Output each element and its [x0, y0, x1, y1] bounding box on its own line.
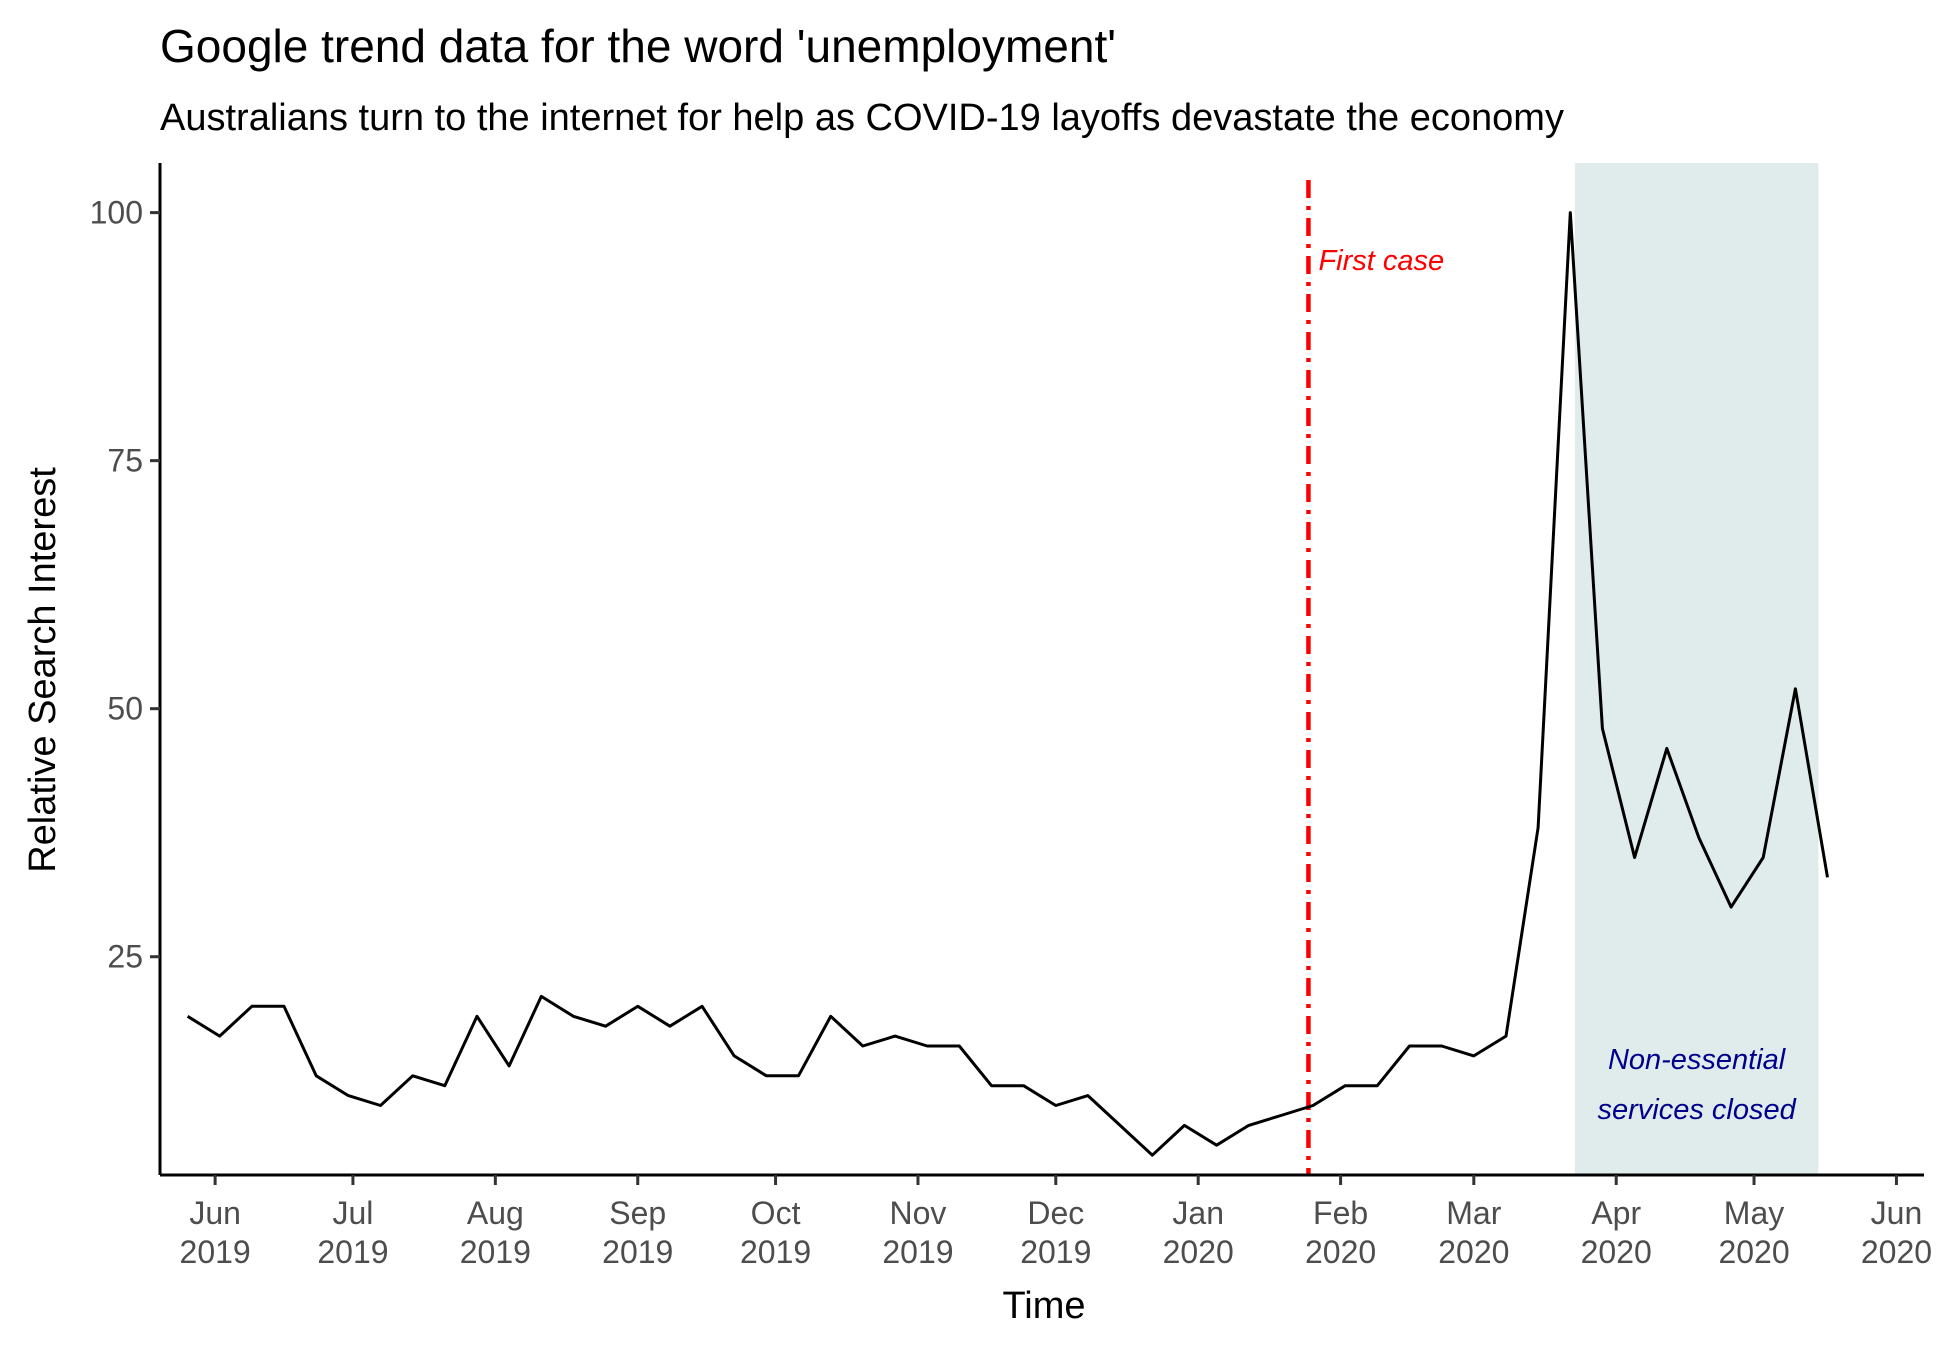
chart-title: Google trend data for the word 'unemploy…: [160, 20, 1116, 72]
series-line: [186, 211, 1829, 1157]
x-tick-label: May 2020: [1718, 1195, 1789, 1270]
plot-background-layer: [1574, 163, 1819, 1175]
x-tick-label: Sep 2019: [602, 1195, 673, 1270]
y-axis-ticks: 25 50 75 100: [90, 195, 160, 975]
annotation-first-case-label: First case: [1318, 245, 1444, 277]
chart-subtitle: Australians turn to the internet for hel…: [160, 97, 1564, 139]
x-tick-label: Oct 2019: [740, 1195, 811, 1270]
x-tick-label: Aug 2019: [460, 1195, 531, 1270]
x-tick-label: Jun 2019: [180, 1195, 251, 1270]
annotation-non-essential-label: Non-essential: [1608, 1044, 1787, 1076]
annotation-non-essential-label: services closed: [1597, 1094, 1796, 1126]
x-tick-label: Feb 2020: [1305, 1195, 1376, 1270]
x-axis-ticks: Jun 2019 Jul 2019 Aug 2019 Sep 2019 Oct 2019 Nov 20…: [180, 1175, 1932, 1270]
y-tick-label: 75: [107, 443, 143, 479]
x-axis-title: Time: [1002, 1285, 1085, 1327]
x-tick-label: Dec 2019: [1020, 1195, 1091, 1270]
x-tick-label: Jun 2020: [1861, 1195, 1932, 1270]
y-axis-title: Relative Search Interest: [22, 467, 64, 873]
x-tick-label: Jul 2019: [317, 1195, 388, 1270]
x-tick-label: Apr 2020: [1581, 1195, 1652, 1270]
y-tick-label: 50: [107, 691, 143, 727]
annotation-layer: First case Non-essential services closed: [1306, 180, 1797, 1175]
x-tick-label: Nov 2019: [882, 1195, 953, 1270]
series-layer: [186, 211, 1829, 1157]
x-tick-label: Mar 2020: [1438, 1195, 1509, 1270]
shaded-region-lockdown: [1574, 163, 1819, 1175]
x-tick-label: Jan 2020: [1163, 1195, 1234, 1270]
y-tick-label: 100: [90, 195, 143, 231]
y-tick-label: 25: [107, 939, 143, 975]
